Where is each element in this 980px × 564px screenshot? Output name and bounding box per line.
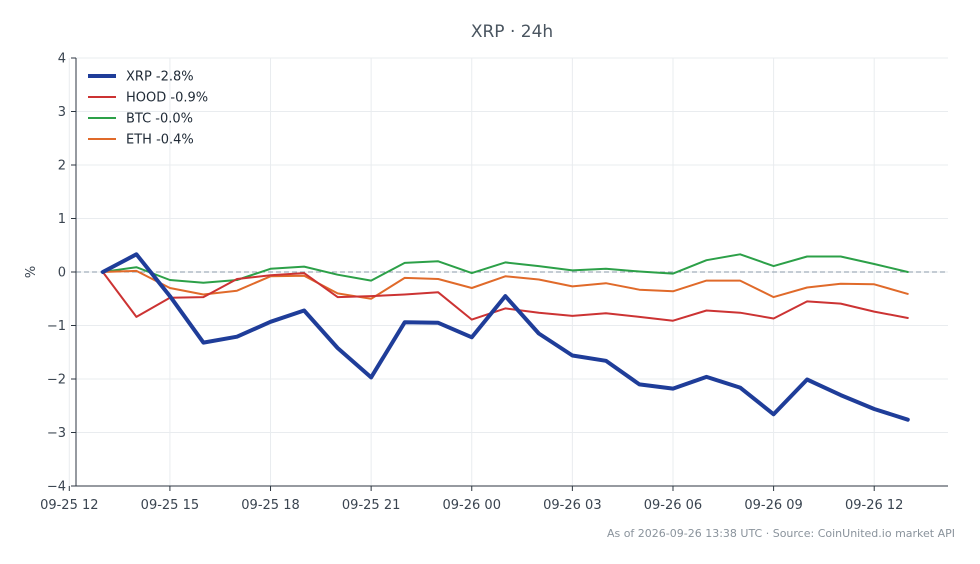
legend: XRP -2.8% HOOD -0.9% BTC -0.0% ETH -0.4% (88, 70, 208, 148)
y-tick-label: −2 (47, 373, 66, 388)
y-axis-ticks: −4 −3 −2 −1 0 1 2 3 4 (47, 52, 76, 495)
series-line-eth (101, 269, 909, 300)
y-tick-label: −1 (47, 319, 66, 334)
legend-label-xrp: XRP -2.8% (126, 70, 194, 85)
y-tick-label: 4 (58, 52, 66, 67)
source-footer: As of 2026-09-26 13:38 UTC · Source: Coi… (607, 527, 955, 540)
x-tick-label: 09-26 12 (845, 498, 903, 513)
series-line-xrp (100, 252, 910, 422)
y-tick-label: 0 (58, 266, 66, 281)
x-tick-label: 09-25 21 (342, 498, 400, 513)
series-line-hood (101, 271, 909, 322)
y-tick-label: 2 (58, 159, 66, 174)
x-tick-label: 09-25 18 (241, 498, 299, 513)
x-tick-label: 09-26 03 (543, 498, 601, 513)
series-lines (100, 252, 910, 422)
y-tick-label: 1 (58, 212, 66, 227)
legend-label-btc: BTC -0.0% (126, 112, 193, 127)
x-tick-label: 09-26 06 (644, 498, 702, 513)
x-tick-label: 09-25 15 (141, 498, 199, 513)
x-tick-label: 09-26 00 (443, 498, 501, 513)
legend-label-eth: ETH -0.4% (126, 133, 194, 148)
y-tick-label: 3 (58, 105, 66, 120)
y-tick-label: −4 (47, 480, 66, 495)
legend-label-hood: HOOD -0.9% (126, 91, 208, 106)
series-line-btc (101, 253, 909, 284)
y-axis-label: % (24, 266, 39, 278)
x-tick-label: 09-25 12 (40, 498, 98, 513)
x-axis-ticks: 09-25 12 09-25 15 09-25 18 09-25 21 09-26 00… (40, 486, 903, 513)
y-tick-label: −3 (47, 426, 66, 441)
chart-title: XRP · 24h (471, 22, 553, 42)
x-tick-label: 09-26 09 (744, 498, 802, 513)
